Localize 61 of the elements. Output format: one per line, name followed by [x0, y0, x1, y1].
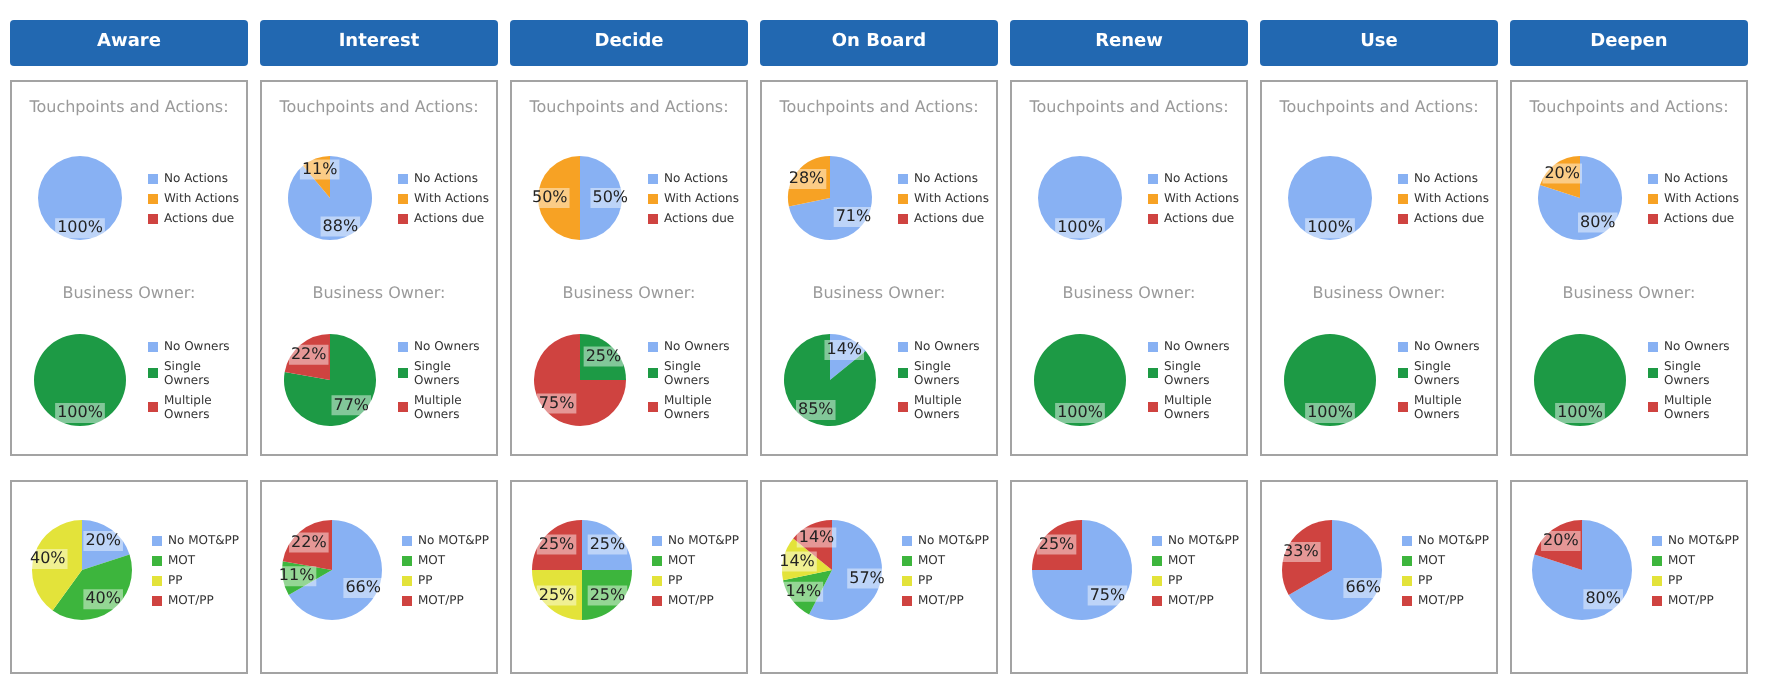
data-label: 80%	[1585, 589, 1622, 608]
data-label: 75%	[1089, 585, 1127, 604]
chart-title: Business Owner:	[1560, 284, 1698, 302]
data-label: 100%	[1057, 403, 1104, 422]
data-label: 75%	[538, 393, 576, 412]
chart-title: Interest	[260, 20, 498, 66]
data-label: 20%	[85, 531, 122, 550]
data-label: 57%	[849, 568, 886, 587]
data-label: 85%	[797, 400, 835, 419]
data-label: 25%	[538, 585, 576, 604]
data-label: 40%	[29, 549, 67, 568]
chart-title: Business Owner:	[1310, 284, 1448, 302]
chart-title: Renew	[1010, 20, 1248, 66]
chart-title: Business Owner:	[560, 284, 698, 302]
data-label: 100%	[1307, 403, 1354, 422]
data-label: 22%	[291, 532, 328, 551]
chart-title: Business Owner:	[310, 284, 448, 302]
data-label: 80%	[1579, 212, 1617, 231]
data-label: 100%	[1057, 218, 1104, 237]
data-label: 22%	[290, 344, 328, 363]
chart-title: Business Owner:	[1060, 284, 1198, 302]
chart-subtitle: Touchpoints and Actions:	[27, 98, 231, 116]
chart-title: Use	[1260, 20, 1498, 66]
chart-title: Deepen	[1510, 20, 1748, 66]
data-label: 100%	[57, 403, 104, 422]
data-label: 20%	[1544, 163, 1581, 182]
data-label: 25%	[589, 585, 627, 604]
data-label: 28%	[788, 169, 826, 188]
chart-subtitle: Touchpoints and Actions:	[1277, 98, 1481, 116]
data-label: 14%	[785, 581, 822, 600]
chart-title: On Board	[760, 20, 998, 66]
chart-title: Business Owner:	[60, 284, 198, 302]
data-label: 25%	[585, 346, 622, 365]
data-label: 25%	[589, 534, 627, 553]
data-label: 33%	[1283, 542, 1320, 561]
data-label: 71%	[835, 207, 873, 226]
chart-subtitle: Touchpoints and Actions:	[527, 98, 731, 116]
data-label: 11%	[301, 159, 339, 178]
data-label: 14%	[779, 551, 816, 570]
chart-subtitle: Touchpoints and Actions:	[1027, 98, 1231, 116]
chart-subtitle: Touchpoints and Actions:	[277, 98, 481, 116]
chart-subtitle: Touchpoints and Actions:	[1527, 98, 1731, 116]
data-label: 77%	[333, 395, 370, 414]
data-label: 100%	[57, 218, 104, 237]
data-label: 100%	[1307, 218, 1354, 237]
data-label: 14%	[826, 340, 863, 359]
data-label: 14%	[798, 527, 836, 546]
data-label: 50%	[531, 188, 569, 207]
data-label: 20%	[1543, 531, 1580, 550]
data-label: 66%	[1345, 578, 1382, 597]
data-label: 88%	[322, 216, 359, 235]
chart-title: Decide	[510, 20, 748, 66]
chart-title: Aware	[10, 20, 248, 66]
data-label: 40%	[85, 589, 122, 608]
data-label: 50%	[592, 188, 629, 207]
data-label: 25%	[1038, 534, 1076, 553]
chart-title: Business Owner:	[810, 284, 948, 302]
data-label: 100%	[1557, 403, 1604, 422]
data-label: 66%	[345, 578, 382, 597]
data-label: 25%	[538, 534, 576, 553]
chart-subtitle: Touchpoints and Actions:	[777, 98, 981, 116]
